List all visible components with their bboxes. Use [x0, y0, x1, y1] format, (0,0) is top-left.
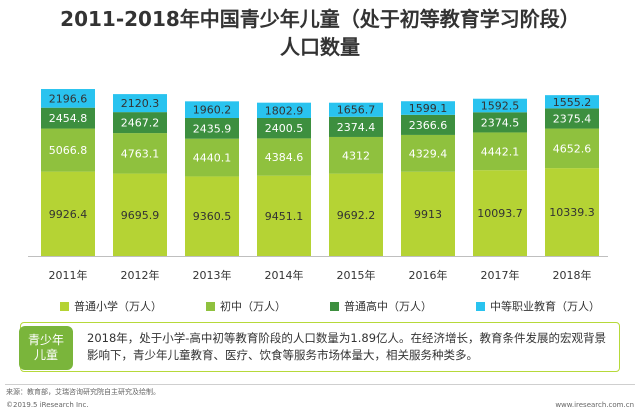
data-label-senior-high: 2435.9 — [193, 122, 232, 135]
data-label-junior-high: 4652.6 — [553, 142, 592, 155]
data-label-vocational: 2196.6 — [49, 92, 88, 105]
bar-segment-primary — [113, 173, 167, 256]
data-label-primary: 9913 — [414, 208, 442, 221]
data-label-junior-high: 4442.1 — [481, 145, 520, 158]
x-tick-label: 2013年 — [193, 268, 232, 282]
bar-segment-primary — [329, 173, 383, 256]
footer-divider — [5, 384, 635, 385]
legend-item-junior-high: 初中（万人） — [206, 298, 286, 314]
website: www.iresearch.com.cn — [555, 401, 634, 409]
bar-segment-senior-high — [185, 117, 239, 139]
legend-swatch-vocational — [476, 301, 485, 311]
callout-text: 2018年，处于小学-高中初等教育阶段的人口数量为1.89亿人。在经济增长，教育… — [87, 331, 607, 362]
bar-segment-vocational — [401, 101, 455, 115]
bar-segment-primary — [473, 170, 527, 256]
bar-segment-primary — [257, 175, 311, 256]
data-label-junior-high: 4440.1 — [193, 152, 232, 165]
bar-segment-senior-high — [41, 107, 95, 129]
data-label-primary: 9360.5 — [193, 210, 232, 223]
bar-segment-junior-high — [113, 133, 167, 174]
bar-segment-senior-high — [329, 116, 383, 137]
legend-item-vocational: 中等职业教育（万人） — [476, 298, 600, 314]
bar-segment-primary — [185, 176, 239, 256]
bar-segment-senior-high — [401, 114, 455, 135]
bar-segment-senior-high — [473, 112, 527, 133]
bar-segment-vocational — [41, 89, 95, 108]
data-label-senior-high: 2374.4 — [337, 121, 376, 134]
x-tick-label: 2012年 — [121, 268, 160, 282]
legend-label-primary: 普通小学（万人） — [74, 300, 162, 313]
x-tick-label: 2017年 — [481, 268, 520, 282]
data-label-vocational: 2120.3 — [121, 97, 160, 110]
bar-segment-vocational — [545, 95, 599, 109]
x-tick-label: 2011年 — [49, 268, 88, 282]
data-label-senior-high: 2375.4 — [553, 112, 592, 125]
data-label-primary: 10093.7 — [477, 207, 523, 220]
legend-item-senior-high: 普通高中（万人） — [330, 298, 432, 314]
data-label-primary: 9692.2 — [337, 209, 376, 222]
bar-segment-junior-high — [401, 134, 455, 172]
bar-segment-senior-high — [545, 108, 599, 129]
bar-segment-junior-high — [41, 128, 95, 172]
data-label-senior-high: 2467.2 — [121, 117, 160, 130]
x-tick-label: 2014年 — [265, 268, 304, 282]
data-label-junior-high: 4763.1 — [121, 147, 160, 160]
bar-segment-junior-high — [545, 128, 599, 169]
data-label-primary: 9695.9 — [121, 209, 160, 222]
chart-legend: 普通小学（万人） 初中（万人） 普通高中（万人） 中等职业教育（万人） — [60, 298, 600, 314]
bar-segment-junior-high — [473, 132, 527, 171]
x-tick-label: 2016年 — [409, 268, 448, 282]
data-label-junior-high: 4312 — [342, 149, 370, 162]
chart-title-line-1: 2011-2018年中国青少年儿童（处于初等教育学习阶段） — [60, 7, 580, 31]
copyright: ©2019.5 iResearch Inc. — [6, 401, 89, 409]
bar-segment-senior-high — [113, 112, 167, 134]
bar-segment-primary — [41, 171, 95, 256]
bar-segment-junior-high — [257, 138, 311, 176]
data-label-vocational: 1960.2 — [193, 104, 232, 117]
chart-title: 2011-2018年中国青少年儿童（处于初等教育学习阶段） 人口数量 — [0, 5, 640, 61]
legend-swatch-senior-high — [330, 301, 339, 311]
data-label-vocational: 1599.1 — [409, 102, 448, 115]
data-label-senior-high: 2400.5 — [265, 122, 304, 135]
legend-swatch-primary — [60, 301, 69, 311]
callout-badge: 青少年儿童 — [19, 326, 73, 370]
bar-segment-junior-high — [185, 138, 239, 177]
bar-segment-vocational — [473, 98, 527, 113]
bar-segment-vocational — [113, 94, 167, 113]
data-label-junior-high: 4384.6 — [265, 151, 304, 164]
chart-title-line-2: 人口数量 — [280, 35, 360, 59]
data-label-vocational: 1802.9 — [265, 104, 304, 117]
data-label-vocational: 1592.5 — [481, 99, 520, 112]
legend-label-senior-high: 普通高中（万人） — [344, 300, 432, 313]
source-note: 来源：教育部，艾瑞咨询研究院自主研究及绘制。 — [6, 388, 160, 396]
callout-box: 青少年儿童 2018年，处于小学-高中初等教育阶段的人口数量为1.89亿人。在经… — [19, 322, 620, 372]
data-label-primary: 9926.4 — [49, 208, 88, 221]
data-label-primary: 9451.1 — [265, 210, 304, 223]
bar-segment-vocational — [329, 102, 383, 117]
legend-item-primary: 普通小学（万人） — [60, 298, 162, 314]
bar-segment-primary — [401, 171, 455, 256]
legend-label-vocational: 中等职业教育（万人） — [490, 300, 600, 313]
bar-segment-senior-high — [257, 117, 311, 139]
bar-segment-vocational — [185, 101, 239, 118]
data-label-junior-high: 5066.8 — [49, 144, 88, 157]
bar-segment-vocational — [257, 102, 311, 118]
data-label-junior-high: 4329.4 — [409, 147, 448, 160]
data-label-vocational: 1656.7 — [337, 104, 376, 117]
legend-swatch-junior-high — [206, 301, 215, 311]
data-label-senior-high: 2454.8 — [49, 112, 88, 125]
data-label-primary: 10339.3 — [549, 206, 595, 219]
x-tick-label: 2015年 — [337, 268, 376, 282]
x-tick-label: 2018年 — [553, 268, 592, 282]
legend-label-junior-high: 初中（万人） — [220, 300, 286, 313]
data-label-senior-high: 2374.5 — [481, 116, 520, 129]
bar-segment-primary — [545, 168, 599, 256]
stacked-bar-chart: 9926.4 5066.8 2454.8 2196.6 2011年 9695.9 4763.… — [28, 89, 608, 282]
data-label-vocational: 1555.2 — [553, 96, 592, 109]
bar-segment-junior-high — [329, 136, 383, 174]
data-label-senior-high: 2366.6 — [409, 119, 448, 132]
